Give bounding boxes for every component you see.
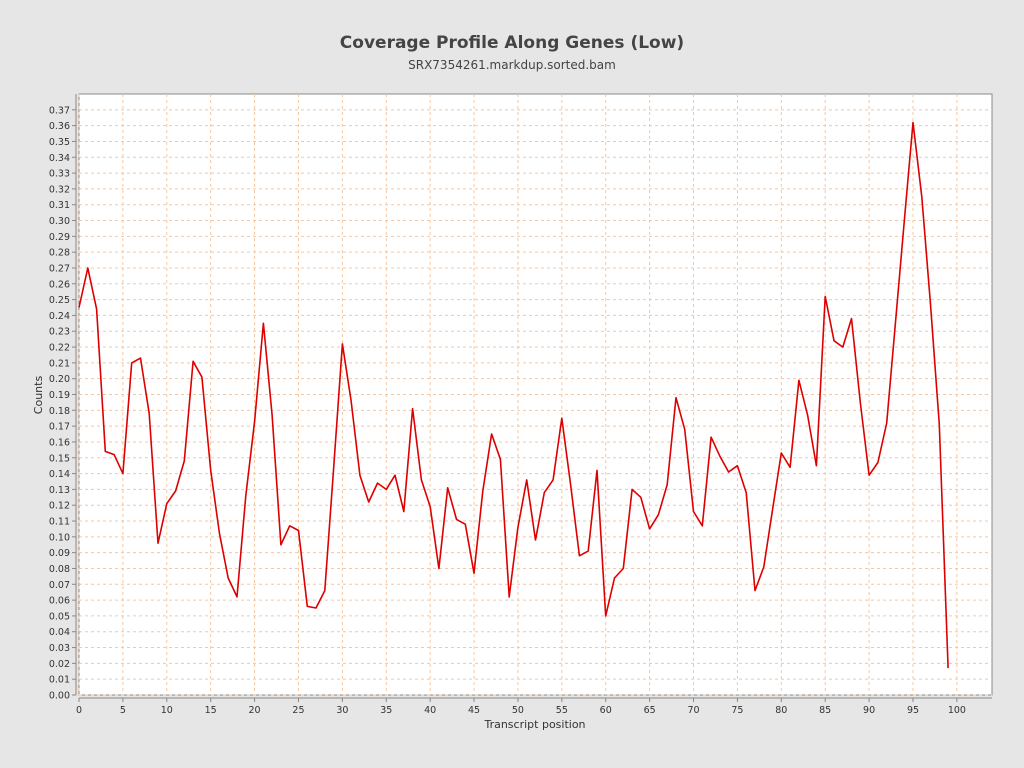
x-tick-label: 20 — [249, 705, 261, 716]
y-tick-label: 0.06 — [49, 596, 70, 607]
y-tick-label: 0.13 — [49, 485, 70, 496]
x-tick-label: 5 — [120, 705, 126, 716]
y-tick-label: 0.26 — [49, 279, 70, 290]
y-tick-label: 0.30 — [49, 216, 70, 227]
y-tick-label: 0.25 — [49, 295, 70, 306]
y-axis-label: Counts — [32, 376, 45, 415]
y-tick-label: 0.31 — [49, 200, 70, 211]
y-tick-label: 0.32 — [49, 184, 70, 195]
x-tick-label: 70 — [687, 705, 699, 716]
y-tick-label: 0.34 — [49, 153, 70, 164]
chart-title: Coverage Profile Along Genes (Low) — [340, 33, 684, 53]
x-tick-label: 90 — [863, 705, 875, 716]
y-tick-label: 0.17 — [49, 422, 70, 433]
y-tick-label: 0.02 — [49, 659, 70, 670]
y-tick-label: 0.35 — [49, 137, 70, 148]
x-tick-label: 0 — [76, 705, 82, 716]
y-tick-label: 0.18 — [49, 406, 70, 417]
x-tick-label: 60 — [600, 705, 612, 716]
x-tick-label: 95 — [907, 705, 919, 716]
x-tick-label: 100 — [948, 705, 966, 716]
y-tick-label: 0.37 — [49, 105, 70, 116]
x-tick-label: 75 — [731, 705, 743, 716]
y-tick-label: 0.09 — [49, 548, 70, 559]
y-tick-label: 0.24 — [49, 311, 70, 322]
coverage-series-line — [78, 121, 949, 669]
x-tick-label: 15 — [205, 705, 217, 716]
chart-subtitle: SRX7354261.markdup.sorted.bam — [408, 58, 616, 72]
x-tick-label: 55 — [556, 705, 568, 716]
x-tick-label: 80 — [775, 705, 787, 716]
y-tick-label: 0.28 — [49, 248, 70, 259]
y-tick-label: 0.01 — [49, 675, 70, 686]
x-tick-label: 50 — [512, 705, 524, 716]
y-tick-label: 0.08 — [49, 564, 70, 575]
y-tick-label: 0.03 — [49, 643, 70, 654]
x-tick-label: 35 — [380, 705, 392, 716]
y-tick-label: 0.22 — [49, 343, 70, 354]
y-tick-label: 0.21 — [49, 358, 70, 369]
series-lines — [78, 121, 949, 669]
grid-lines — [78, 94, 992, 696]
y-tick-label: 0.33 — [49, 169, 70, 180]
y-tick-label: 0.23 — [49, 327, 70, 338]
y-tick-label: 0.20 — [49, 374, 70, 385]
x-tick-label: 10 — [161, 705, 173, 716]
x-tick-label: 85 — [819, 705, 831, 716]
y-tick-label: 0.27 — [49, 263, 70, 274]
x-tick-label: 65 — [644, 705, 656, 716]
y-tick-label: 0.36 — [49, 121, 70, 132]
y-tick-label: 0.12 — [49, 501, 70, 512]
y-tick-label: 0.11 — [49, 517, 70, 528]
x-tick-label: 45 — [468, 705, 480, 716]
y-tick-label: 0.16 — [49, 437, 70, 448]
y-tick-label: 0.10 — [49, 532, 70, 543]
x-tick-label: 30 — [336, 705, 348, 716]
y-tick-label: 0.05 — [49, 611, 70, 622]
y-tick-label: 0.07 — [49, 580, 70, 591]
tick-labels: 0.00 0.01 0.02 0.03 0.04 0.05 0.06 0.07 0.08 0.09… — [49, 105, 966, 716]
x-tick-label: 40 — [424, 705, 436, 716]
y-tick-label: 0.04 — [49, 627, 70, 638]
y-tick-label: 0.15 — [49, 453, 70, 464]
y-tick-label: 0.14 — [49, 469, 70, 480]
x-tick-label: 25 — [292, 705, 304, 716]
axes — [72, 94, 992, 702]
x-axis-label: Transcript position — [483, 718, 585, 731]
y-tick-label: 0.19 — [49, 390, 70, 401]
y-tick-label: 0.29 — [49, 232, 70, 243]
y-tick-label: 0.00 — [49, 691, 70, 702]
